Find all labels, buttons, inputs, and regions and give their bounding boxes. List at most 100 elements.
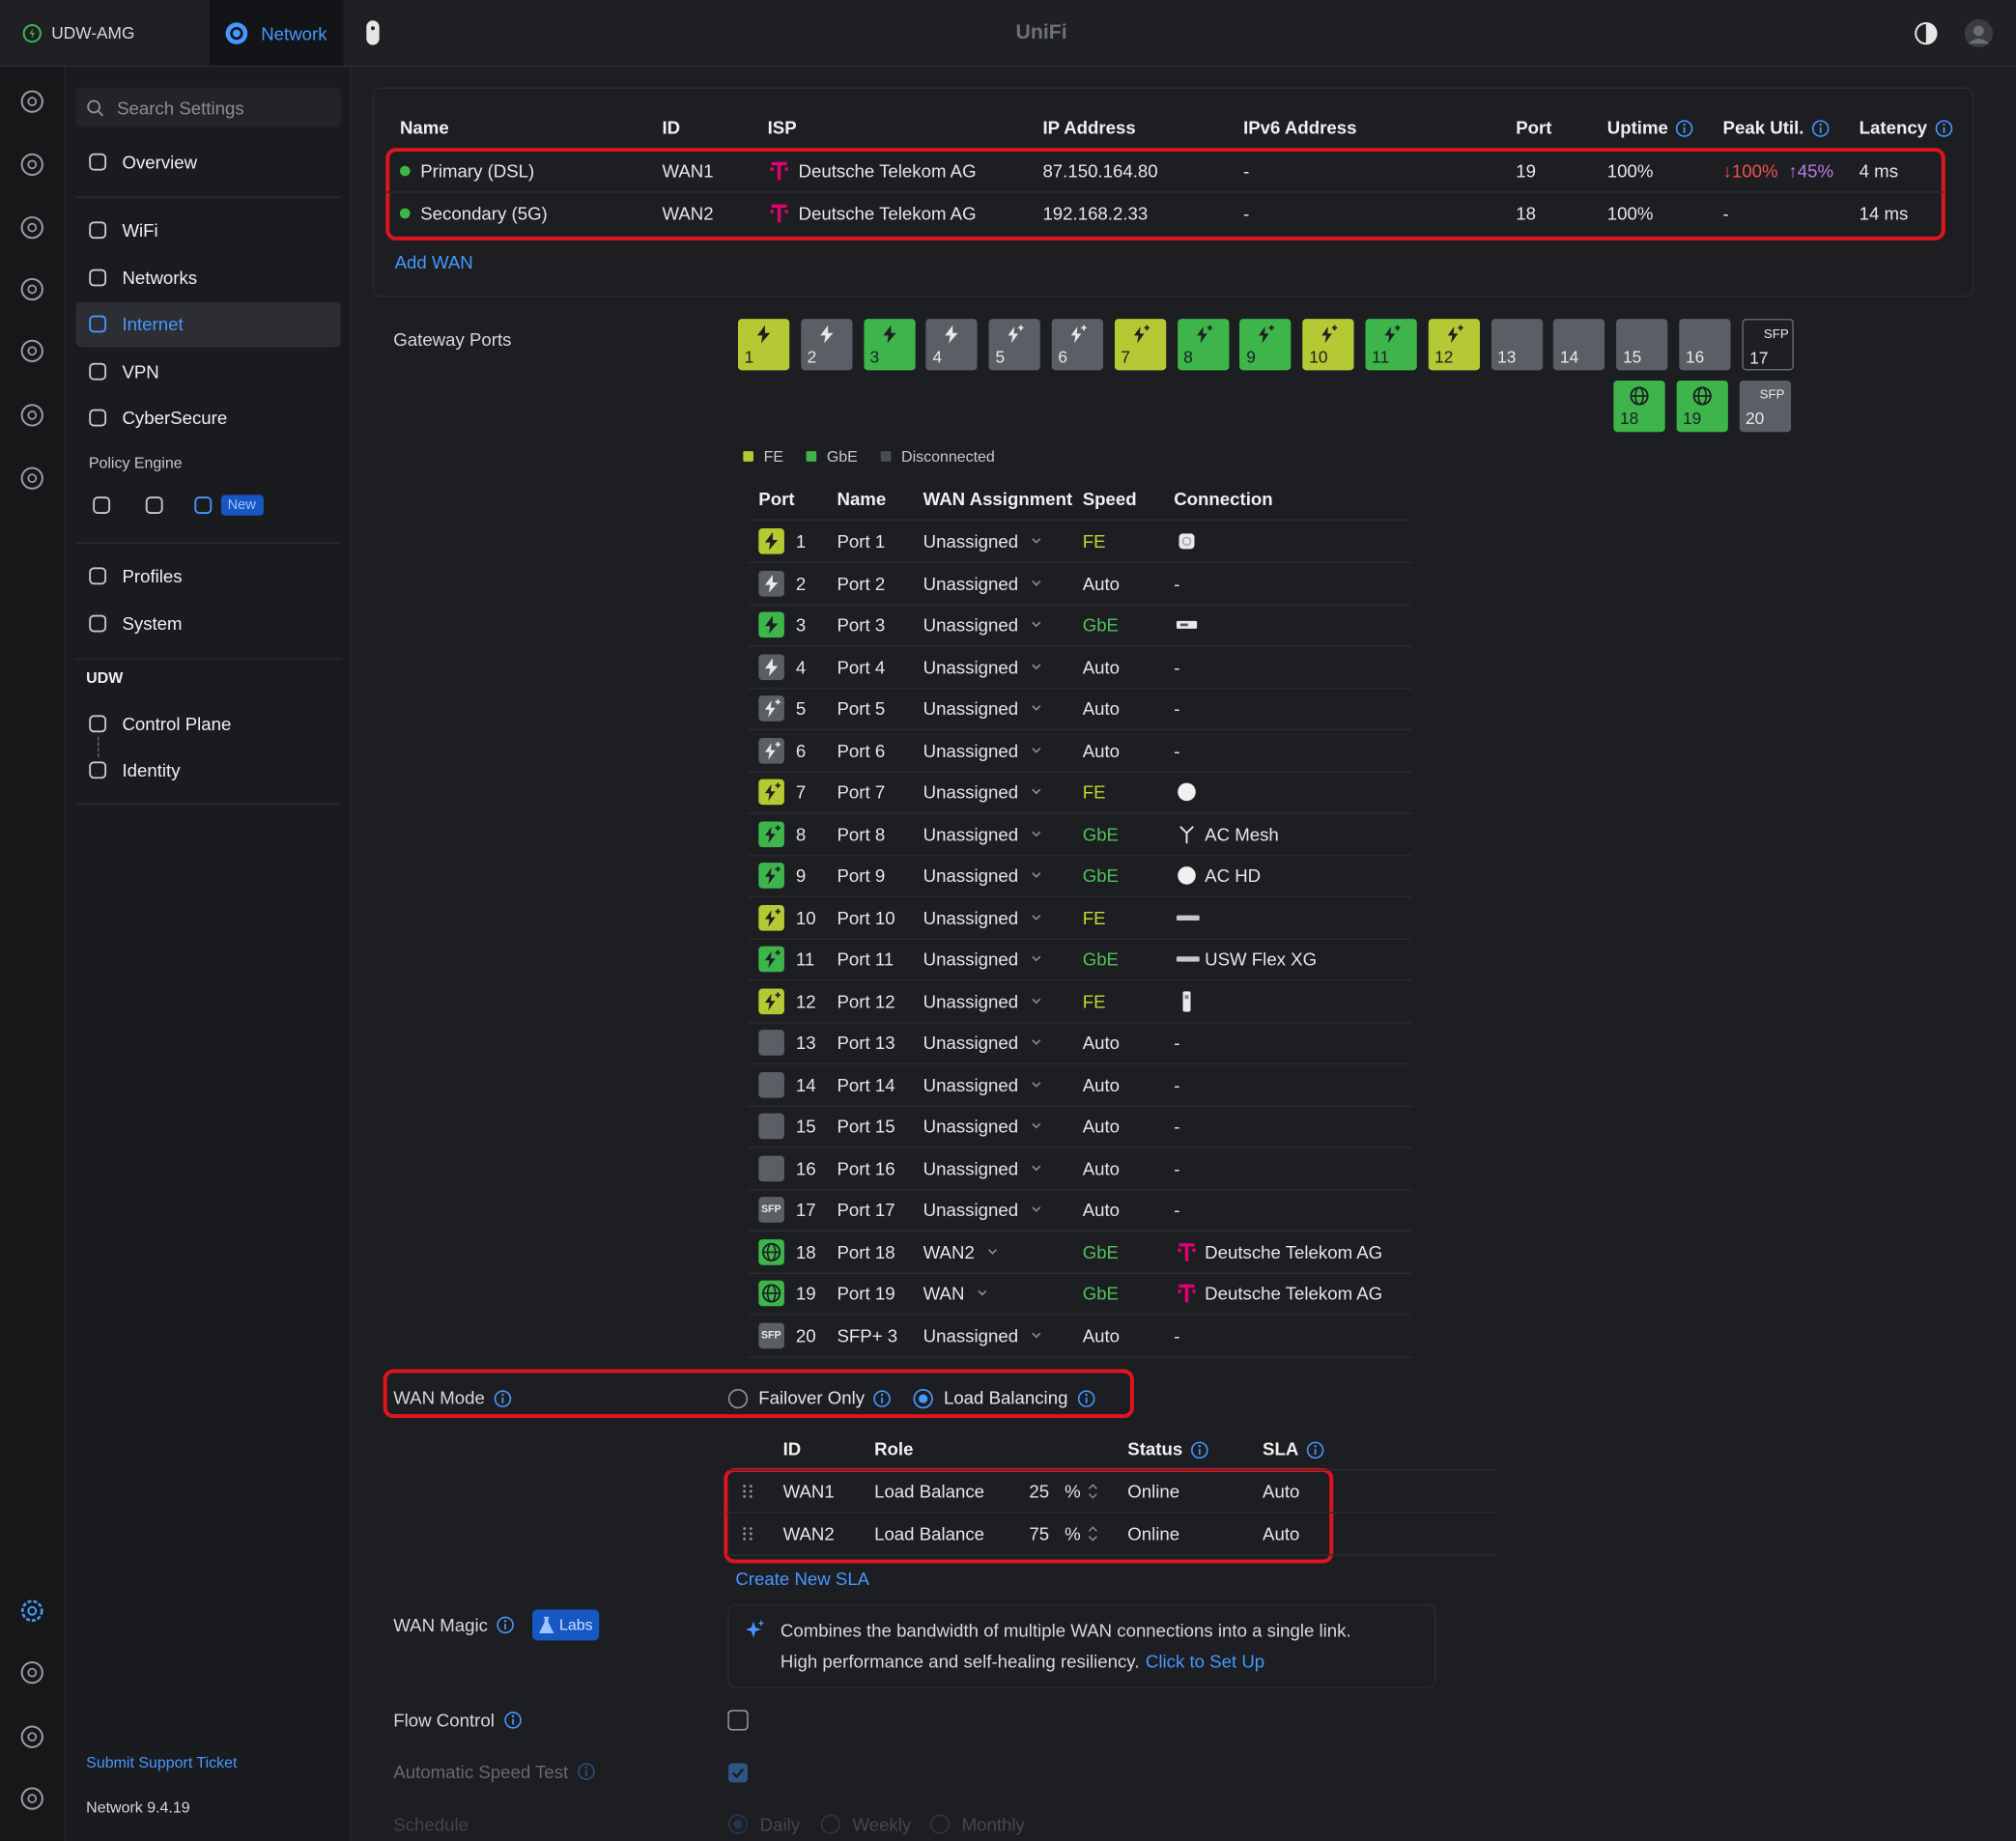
radio[interactable] <box>727 1814 749 1834</box>
info-icon[interactable] <box>1675 120 1693 138</box>
port-tile[interactable]: 7 <box>1114 319 1166 371</box>
wan-name[interactable]: Primary (DSL) <box>420 160 535 182</box>
wan-assignment-dropdown[interactable]: WAN2 <box>923 1240 998 1263</box>
nav-item[interactable]: System <box>122 612 183 635</box>
info-icon[interactable] <box>504 1712 523 1730</box>
wan-assignment-dropdown[interactable]: Unassigned <box>923 739 1041 762</box>
info-icon[interactable] <box>1811 120 1830 138</box>
rail-icon[interactable] <box>19 214 45 241</box>
port-tile[interactable]: 1 <box>737 319 790 371</box>
drag-handle[interactable] <box>742 1526 754 1542</box>
rail-icon[interactable] <box>19 403 45 429</box>
wan-assignment-dropdown[interactable]: Unassigned <box>923 1115 1041 1138</box>
port-tile[interactable]: 18 <box>1613 380 1665 433</box>
rail-icon[interactable] <box>19 1786 45 1812</box>
rail-icon[interactable] <box>19 1659 45 1685</box>
add-wan-link[interactable]: Add WAN <box>394 251 473 273</box>
nav-item[interactable]: Identity <box>122 759 181 780</box>
port-tile[interactable]: 11 <box>1365 319 1417 371</box>
rail-icon[interactable] <box>19 89 45 115</box>
wan-assignment-dropdown[interactable]: Unassigned <box>923 1323 1041 1346</box>
port-tile[interactable]: 15 <box>1616 319 1668 371</box>
app-name[interactable]: Network <box>261 22 327 44</box>
drag-handle[interactable] <box>742 1484 754 1499</box>
site-name[interactable]: UDW-AMG <box>51 22 135 42</box>
rail-icon[interactable] <box>19 276 45 302</box>
search-box[interactable] <box>75 87 341 127</box>
radio-label[interactable]: Daily <box>759 1814 801 1835</box>
avatar[interactable] <box>1964 18 1994 48</box>
rail-settings[interactable] <box>19 1598 45 1624</box>
info-icon[interactable] <box>1935 120 1953 138</box>
radio[interactable] <box>913 1388 933 1409</box>
create-sla-link[interactable]: Create New SLA <box>735 1568 870 1590</box>
spinner[interactable] <box>1088 1525 1098 1544</box>
wan-assignment-dropdown[interactable]: Unassigned <box>923 948 1041 971</box>
lb-weight[interactable]: 25 <box>1029 1481 1050 1502</box>
rail-icon[interactable] <box>19 466 45 492</box>
radio-label[interactable]: Weekly <box>852 1814 912 1835</box>
port-tile[interactable]: 12 <box>1428 319 1480 371</box>
port-tile[interactable]: 17 SFP <box>1742 319 1794 371</box>
info-icon[interactable] <box>578 1763 596 1781</box>
wan-assignment-dropdown[interactable]: Unassigned <box>923 989 1041 1012</box>
support-link[interactable]: Submit Support Ticket <box>86 1753 238 1772</box>
theme-toggle[interactable] <box>1915 21 1938 45</box>
nav-item[interactable]: Profiles <box>122 565 183 586</box>
wan-assignment-dropdown[interactable]: Unassigned <box>923 906 1041 929</box>
rail-icon[interactable] <box>19 152 45 178</box>
port-tile[interactable]: 5 <box>988 319 1041 371</box>
device-icon[interactable] <box>364 19 383 47</box>
port-tile[interactable]: 16 <box>1679 319 1731 371</box>
wan-assignment-dropdown[interactable]: Unassigned <box>923 1198 1041 1221</box>
info-icon[interactable] <box>1191 1441 1209 1459</box>
wan-assignment-dropdown[interactable]: Unassigned <box>923 822 1041 845</box>
port-tile[interactable]: 3 <box>863 319 916 371</box>
info-icon[interactable] <box>494 1390 512 1408</box>
info-icon[interactable] <box>497 1616 515 1634</box>
nav-item[interactable]: WiFi <box>122 219 158 241</box>
rail-icon[interactable] <box>19 338 45 364</box>
port-tile[interactable]: 4 <box>925 319 979 371</box>
wan-assignment-dropdown[interactable]: Unassigned <box>923 1073 1041 1096</box>
port-tile[interactable]: 9 <box>1239 319 1292 371</box>
port-tile[interactable]: 2 <box>800 319 853 371</box>
nav-item[interactable]: VPN <box>122 361 159 382</box>
radio-label[interactable]: Monthly <box>961 1814 1025 1835</box>
wan-assignment-dropdown[interactable]: Unassigned <box>923 613 1041 637</box>
radio[interactable] <box>929 1814 951 1834</box>
wan-assignment-dropdown[interactable]: Unassigned <box>923 655 1041 678</box>
port-tile[interactable]: 20 SFP <box>1739 380 1791 433</box>
wan-assignment-dropdown[interactable]: Unassigned <box>923 1156 1041 1179</box>
checkbox[interactable] <box>727 1710 749 1731</box>
wan-assignment-dropdown[interactable]: Unassigned <box>923 696 1041 720</box>
wan-assignment-dropdown[interactable]: Unassigned <box>923 780 1041 804</box>
port-tile[interactable]: 19 <box>1676 380 1728 433</box>
radio[interactable] <box>820 1814 841 1834</box>
spinner[interactable] <box>1088 1483 1098 1501</box>
info-icon[interactable] <box>1077 1390 1095 1408</box>
radio-label[interactable]: Load Balancing <box>943 1387 1068 1408</box>
wan-name[interactable]: Secondary (5G) <box>420 203 548 224</box>
nav-item[interactable]: Control Plane <box>122 713 232 735</box>
checkbox[interactable] <box>727 1763 748 1783</box>
wan-assignment-dropdown[interactable]: Unassigned <box>923 864 1041 887</box>
wan-assignment-dropdown[interactable]: Unassigned <box>923 529 1041 552</box>
rail-icon[interactable] <box>19 1724 45 1750</box>
port-tile[interactable]: 14 <box>1553 319 1605 371</box>
port-tile[interactable]: 13 <box>1491 319 1543 371</box>
wan-assignment-dropdown[interactable]: Unassigned <box>923 1031 1041 1054</box>
nav-item[interactable]: CyberSecure <box>122 407 228 429</box>
setup-link[interactable]: Click to Set Up <box>1145 1651 1265 1672</box>
lb-weight[interactable]: 75 <box>1029 1523 1050 1544</box>
port-tile[interactable]: 6 <box>1051 319 1103 371</box>
radio-label[interactable]: Failover Only <box>758 1387 866 1408</box>
wan-assignment-dropdown[interactable]: WAN <box>923 1282 988 1305</box>
info-icon[interactable] <box>873 1390 892 1408</box>
port-tile[interactable]: 10 <box>1302 319 1354 371</box>
wan-assignment-dropdown[interactable]: Unassigned <box>923 572 1041 595</box>
port-tile[interactable]: 8 <box>1177 319 1229 371</box>
radio[interactable] <box>727 1388 749 1409</box>
nav-item[interactable]: Overview <box>122 152 198 173</box>
nav-item[interactable]: Internet <box>122 313 184 335</box>
